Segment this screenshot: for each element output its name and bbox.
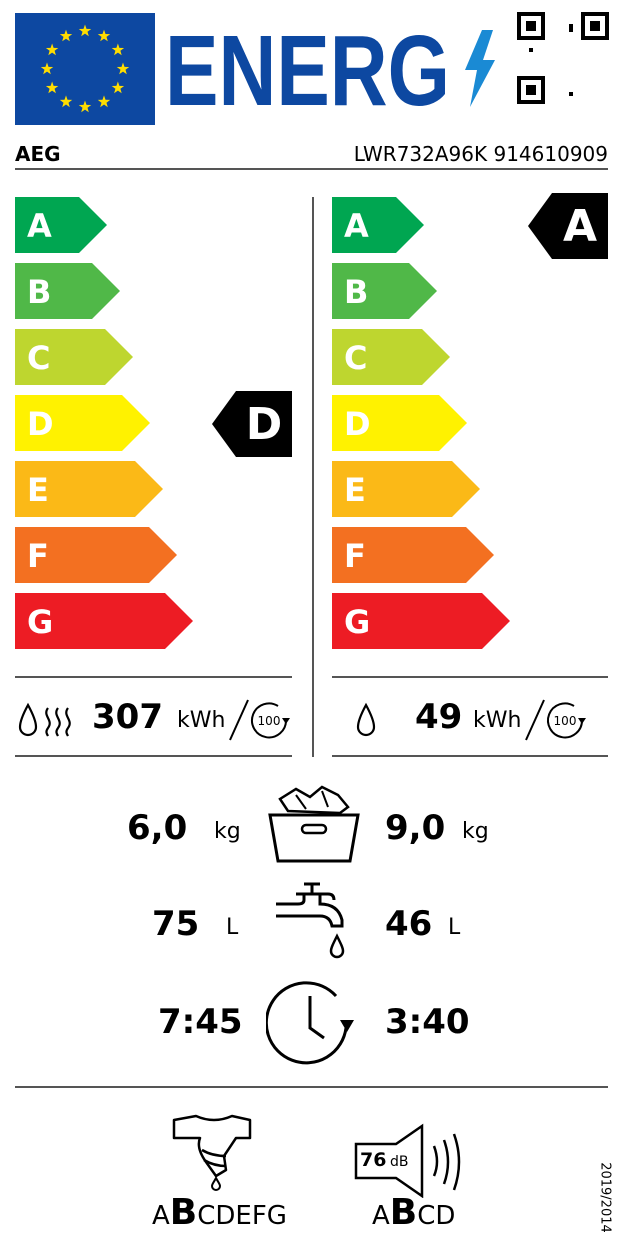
svg-text:F: F — [27, 537, 49, 575]
star-icon — [59, 29, 73, 42]
svg-text:D: D — [344, 405, 371, 443]
laundry-basket-icon — [268, 785, 360, 863]
duration-left-value: 7:45 — [158, 1002, 243, 1042]
svg-text:D: D — [246, 399, 283, 450]
left-scale-bar-f: F — [15, 527, 177, 583]
star-icon — [59, 95, 73, 108]
left-scale-bar-e: E — [15, 461, 163, 517]
svg-text:A: A — [344, 207, 369, 245]
svg-text:D: D — [27, 405, 54, 443]
svg-text:B: B — [344, 273, 368, 311]
water-left-unit: L — [226, 915, 239, 940]
right-rating-arrow: A — [528, 193, 608, 259]
noise-value: 76 — [360, 1149, 386, 1171]
right-scale-bar-e: E — [332, 461, 480, 517]
svg-text:C: C — [27, 339, 50, 377]
water-heat-icon — [18, 702, 71, 737]
left-energy-value: 307 — [92, 697, 163, 737]
right-scale-bar-d: D — [332, 395, 467, 451]
regulation-number: 2019/2014 — [597, 1162, 613, 1233]
capacity-right-value: 9,0 — [385, 808, 446, 848]
noise-class-selected: B — [389, 1192, 418, 1233]
duration-right-value: 3:40 — [385, 1002, 470, 1042]
left-scale-bar-a: A — [15, 197, 107, 253]
spin-class-selected: B — [169, 1192, 198, 1233]
svg-text:100: 100 — [258, 714, 281, 728]
water-drop-icon — [356, 702, 376, 737]
left-rating-arrow: D — [212, 391, 292, 457]
svg-text:E: E — [27, 471, 49, 509]
per-100-cycles-icon: 100 — [525, 699, 586, 741]
star-icon — [45, 81, 59, 94]
lightning-icon — [465, 30, 495, 107]
per-100-cycles-icon: 100 — [229, 699, 290, 741]
noise-speaker-icon: 76 dB — [354, 1123, 461, 1198]
model-identifier: LWR732A96K 914610909 — [353, 142, 608, 166]
spin-class-scale: ABCDEFG — [152, 1192, 287, 1233]
svg-text:G: G — [27, 603, 53, 641]
water-left-value: 75 — [152, 904, 200, 944]
noise-unit: dB — [390, 1154, 409, 1170]
water-right-unit: L — [448, 915, 461, 940]
svg-text:A: A — [27, 207, 52, 245]
left-scale-bar-c: C — [15, 329, 133, 385]
qr-code-icon[interactable] — [517, 12, 609, 104]
star-icon — [78, 24, 92, 37]
star-icon — [111, 81, 125, 94]
svg-text:G: G — [344, 603, 370, 641]
star-icon — [40, 62, 54, 75]
brand-name: AEG — [15, 142, 61, 166]
energy-logo: ENERG — [165, 25, 495, 110]
right-scale-bar-g: G — [332, 593, 510, 649]
clock-icon — [266, 981, 354, 1065]
star-icon — [97, 95, 111, 108]
noise-class-scale: ABCD — [372, 1192, 456, 1233]
left-scale-bar-d: D — [15, 395, 150, 451]
star-icon — [97, 29, 111, 42]
water-tap-icon — [276, 882, 345, 959]
capacity-left-unit: kg — [214, 819, 241, 844]
svg-text:F: F — [344, 537, 366, 575]
spin-drying-icon — [172, 1114, 252, 1191]
right-scale-bar-a: A — [332, 197, 424, 253]
divider — [312, 197, 314, 757]
svg-text:A: A — [563, 201, 597, 252]
star-icon — [111, 43, 125, 56]
svg-text:B: B — [27, 273, 51, 311]
eu-flag-icon — [15, 13, 155, 125]
right-scale-bar-b: B — [332, 263, 437, 319]
right-energy-unit: kWh — [473, 708, 522, 733]
left-scale-bar-b: B — [15, 263, 120, 319]
logo-text: ENERG — [165, 25, 450, 110]
svg-text:100: 100 — [554, 714, 577, 728]
star-icon — [116, 62, 130, 75]
star-icon — [78, 100, 92, 113]
svg-text:E: E — [344, 471, 366, 509]
right-energy-value: 49 — [415, 697, 463, 737]
right-scale-bar-f: F — [332, 527, 494, 583]
capacity-right-unit: kg — [462, 819, 489, 844]
svg-text:C: C — [344, 339, 367, 377]
star-icon — [45, 43, 59, 56]
left-energy-unit: kWh — [177, 708, 226, 733]
water-right-value: 46 — [385, 904, 433, 944]
right-scale-bar-c: C — [332, 329, 450, 385]
left-scale-bar-g: G — [15, 593, 193, 649]
capacity-left-value: 6,0 — [127, 808, 188, 848]
